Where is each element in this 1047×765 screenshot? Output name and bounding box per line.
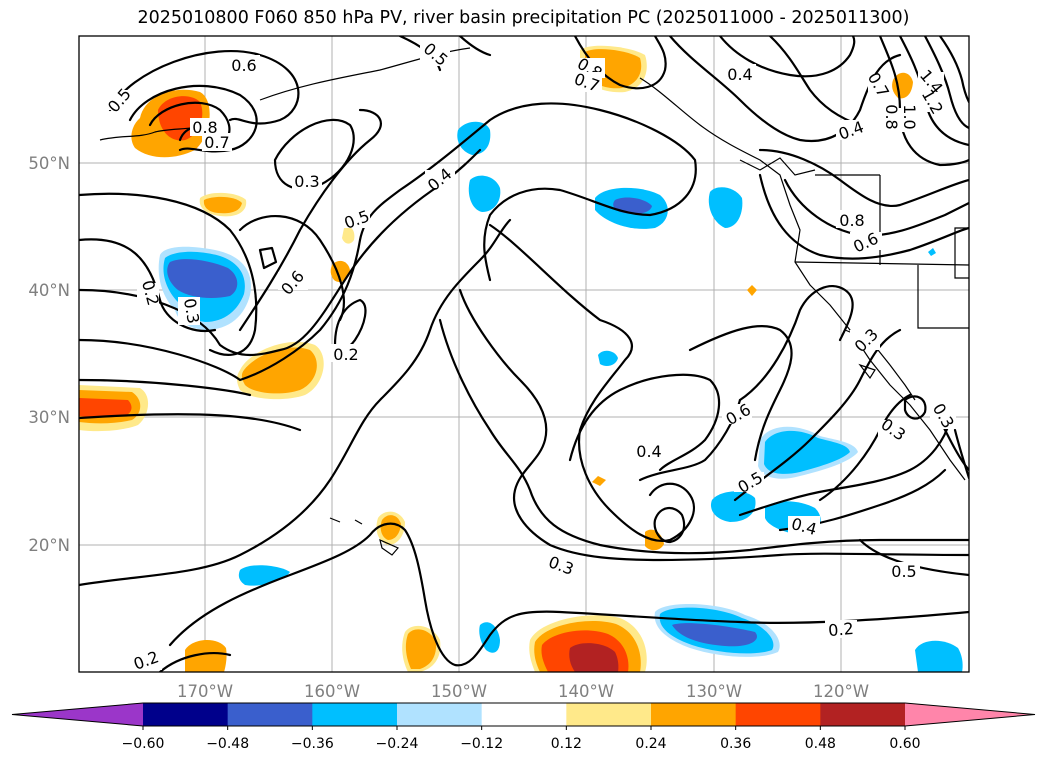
pv-contours (79, 36, 969, 672)
contour-label: 0.3 (180, 297, 203, 325)
contour-label: 0.2 (827, 619, 854, 640)
colorbar-tick-label: 0.60 (889, 736, 920, 752)
precip-blob (613, 197, 652, 214)
colorbar-swatch (397, 703, 483, 726)
colorbar: −0.60 −0.48 −0.36 −0.24 −0.12 0.12 0.24 0.36 0.4… (11, 702, 1036, 752)
precip-blob (892, 72, 913, 99)
lon-label: 140°W (558, 682, 614, 701)
lat-label: 40°N (28, 281, 70, 300)
lat-label: 30°N (28, 408, 70, 427)
colorbar-tick-label: −0.36 (291, 736, 334, 752)
lon-label: 160°W (304, 682, 360, 701)
contour-label: 0.4 (636, 442, 661, 461)
colorbar-tick-label: −0.24 (376, 736, 419, 752)
lat-label: 20°N (28, 536, 70, 555)
colorbar-swatch (651, 703, 737, 726)
contour-label: 0.8 (192, 118, 217, 137)
precip-blob (167, 259, 238, 298)
colorbar-tick-label: 0.24 (635, 736, 666, 752)
colorbar-tick-label: −0.48 (206, 736, 249, 752)
precip-blob (342, 226, 355, 244)
precip-blob (764, 430, 850, 474)
colorbar-extend-max (905, 703, 1035, 726)
colorbar-swatch (143, 703, 229, 726)
lat-labels: 50°N 40°N 30°N 20°N (28, 154, 70, 555)
contour-label: 0.4 (727, 65, 752, 84)
precip-shading (79, 45, 963, 672)
contour-label: 1.0 (900, 104, 919, 129)
contour-label: 0.7 (204, 133, 229, 152)
colorbar-swatch (227, 703, 313, 726)
contour-label: 0.8 (839, 211, 864, 230)
contour-label: 0.8 (882, 104, 901, 129)
plot-frame (78, 35, 970, 673)
lat-label: 50°N (28, 154, 70, 173)
lon-labels: 170°W 160°W 150°W 140°W 130°W 120°W (177, 682, 869, 701)
precip-blob (203, 196, 242, 214)
precip-blob (747, 285, 757, 296)
contour-label: 0.3 (294, 172, 319, 191)
precip-blob (405, 629, 437, 669)
precip-blob (598, 350, 618, 366)
precip-blob (380, 515, 401, 540)
colorbar-swatch (481, 703, 567, 726)
colorbar-tick-label: 0.12 (551, 736, 582, 752)
lon-label: 150°W (431, 682, 487, 701)
lon-label: 120°W (813, 682, 869, 701)
colorbar-tick-label: 0.36 (720, 736, 751, 752)
contour-label: 0.2 (333, 345, 358, 364)
lon-label: 130°W (686, 682, 742, 701)
precip-blob (185, 639, 227, 672)
map-title: 2025010800 F060 850 hPa PV, river basin … (137, 8, 910, 28)
precip-blob (928, 248, 936, 256)
precip-blob (569, 643, 619, 672)
colorbar-tick-label: −0.60 (122, 736, 165, 752)
precip-blob (708, 187, 743, 228)
precip-blob (592, 476, 606, 486)
precip-blob (457, 121, 491, 155)
precip-blob (79, 398, 132, 418)
colorbar-swatch (312, 703, 398, 726)
colorbar-swatch (566, 703, 652, 726)
colorbar-swatch (735, 703, 821, 726)
colorbar-extend-min (12, 703, 143, 726)
precip-blob (468, 175, 501, 212)
contour-label: 0.6 (231, 56, 256, 75)
colorbar-swatch (820, 703, 906, 726)
precip-blob (241, 347, 317, 394)
colorbar-tick-label: −0.12 (460, 736, 503, 752)
precip-blob (915, 640, 963, 672)
colorbar-tick-label: 0.48 (805, 736, 836, 752)
contour-label: 0.5 (891, 562, 916, 581)
lon-label: 170°W (177, 682, 233, 701)
precip-blob (672, 623, 757, 647)
